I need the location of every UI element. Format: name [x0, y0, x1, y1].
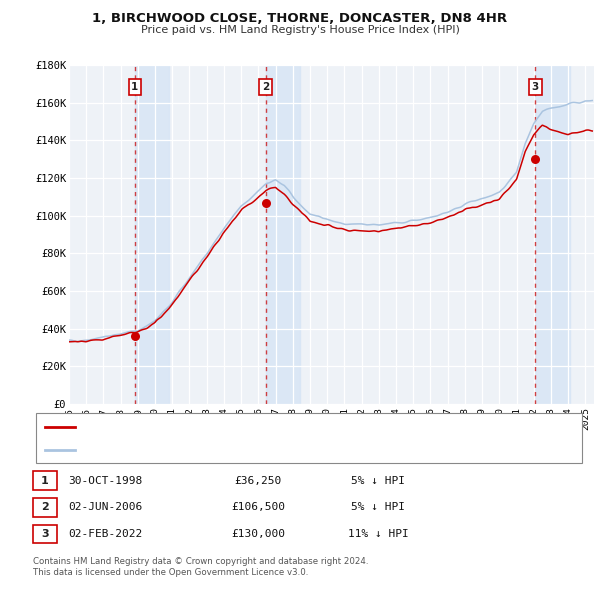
Text: £36,250: £36,250 — [235, 476, 281, 486]
Text: 11% ↓ HPI: 11% ↓ HPI — [347, 529, 409, 539]
Text: 1, BIRCHWOOD CLOSE, THORNE, DONCASTER, DN8 4HR (semi-detached house): 1, BIRCHWOOD CLOSE, THORNE, DONCASTER, D… — [81, 421, 473, 431]
Text: 2: 2 — [262, 82, 269, 92]
Text: Contains HM Land Registry data © Crown copyright and database right 2024.: Contains HM Land Registry data © Crown c… — [33, 558, 368, 566]
Text: £106,500: £106,500 — [231, 503, 285, 512]
Text: 02-JUN-2006: 02-JUN-2006 — [68, 503, 142, 512]
Text: 3: 3 — [41, 529, 49, 539]
Text: £130,000: £130,000 — [231, 529, 285, 539]
Bar — [535, 65, 570, 404]
Text: This data is licensed under the Open Government Licence v3.0.: This data is licensed under the Open Gov… — [33, 568, 308, 577]
Text: 1, BIRCHWOOD CLOSE, THORNE, DONCASTER, DN8 4HR: 1, BIRCHWOOD CLOSE, THORNE, DONCASTER, D… — [92, 12, 508, 25]
Text: Price paid vs. HM Land Registry's House Price Index (HPI): Price paid vs. HM Land Registry's House … — [140, 25, 460, 35]
Text: 2: 2 — [41, 503, 49, 512]
Text: 3: 3 — [532, 82, 539, 92]
Text: 02-FEB-2022: 02-FEB-2022 — [68, 529, 142, 539]
Text: HPI: Average price, semi-detached house, Doncaster: HPI: Average price, semi-detached house,… — [81, 445, 339, 455]
Text: 5% ↓ HPI: 5% ↓ HPI — [351, 476, 405, 486]
Bar — [266, 65, 300, 404]
Text: 1: 1 — [41, 476, 49, 486]
Text: 30-OCT-1998: 30-OCT-1998 — [68, 476, 142, 486]
Bar — [135, 65, 169, 404]
Text: 1: 1 — [131, 82, 139, 92]
Text: 5% ↓ HPI: 5% ↓ HPI — [351, 503, 405, 512]
